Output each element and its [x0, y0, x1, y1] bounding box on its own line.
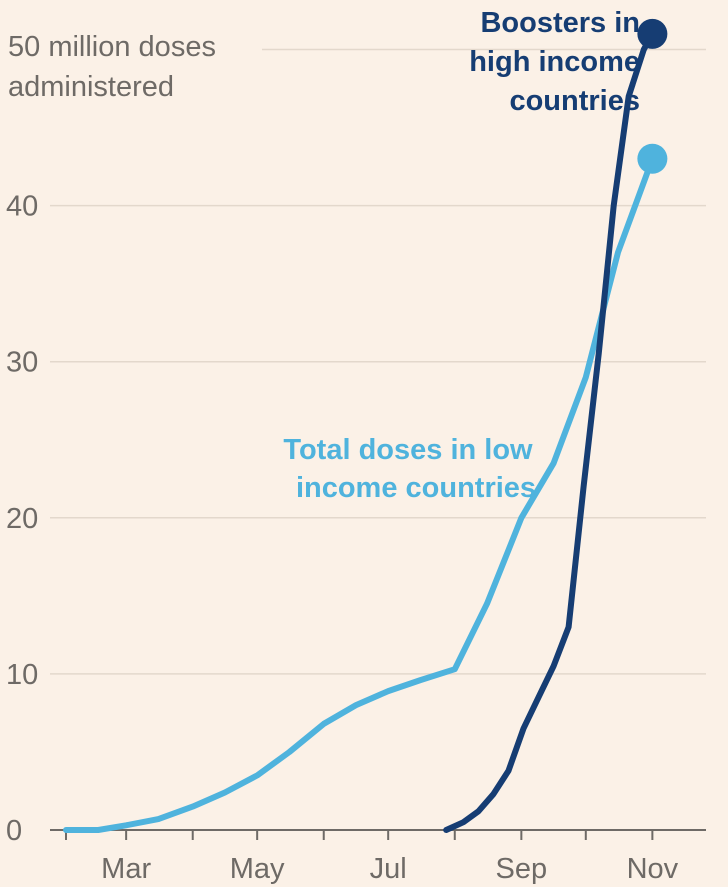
y-axis-unit-label-line2: administered: [8, 71, 174, 103]
high-income-end-dot: [637, 18, 668, 49]
y-tick-label: 20: [6, 503, 38, 535]
y-tick-label: 10: [6, 659, 38, 691]
x-tick-label: Mar: [101, 853, 151, 885]
x-tick-label: Jul: [370, 853, 407, 885]
grid-lines: [50, 48, 706, 675]
high-income-label-line3: countries: [509, 85, 640, 117]
high-income-boosters-line: [443, 30, 656, 833]
x-tick-label: Sep: [496, 853, 548, 885]
y-tick-label: 30: [6, 347, 38, 379]
y-tick-label: 0: [6, 815, 22, 847]
series-lines: [63, 18, 668, 833]
low-income-label-line1: Total doses in low: [283, 434, 533, 466]
x-axis: Mar May Jul Sep Nov: [50, 829, 706, 885]
high-income-label-line1: Boosters in: [480, 7, 640, 39]
y-axis-unit-label-line1: 50 million doses: [8, 31, 216, 63]
x-tick-label: May: [230, 853, 285, 885]
low-income-label-line2: income countries: [296, 472, 536, 504]
series-labels: Total doses in low income countries Boos…: [283, 7, 640, 504]
low-income-doses-line: [63, 155, 656, 833]
y-tick-labels: 0 10 20 30 40: [6, 191, 38, 847]
low-income-end-dot: [637, 143, 668, 174]
x-tick-label: Nov: [627, 853, 679, 885]
high-income-label-line2: high income: [469, 46, 640, 78]
y-tick-label: 40: [6, 191, 38, 223]
